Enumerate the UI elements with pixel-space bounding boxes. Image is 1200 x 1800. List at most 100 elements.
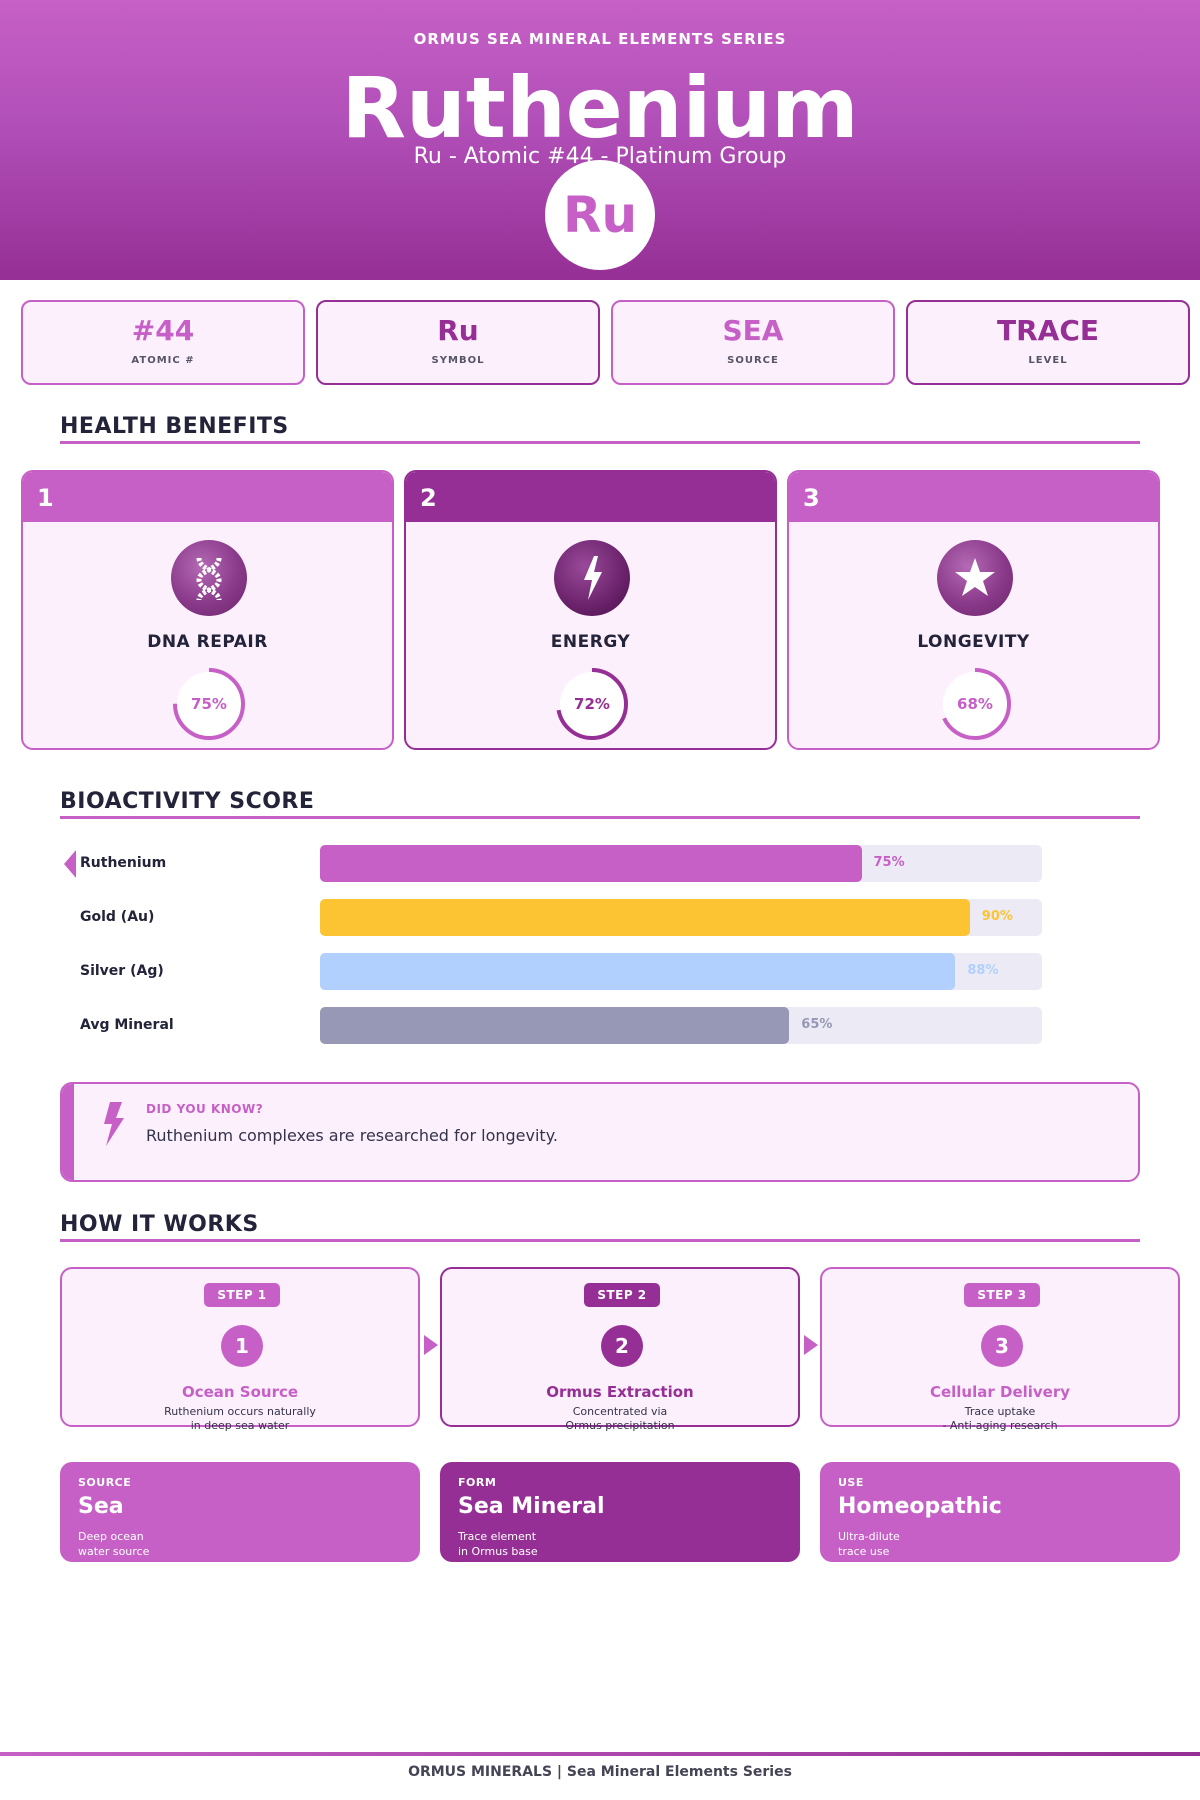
stat-label: LEVEL — [1028, 355, 1068, 366]
stat-value: SEA — [722, 314, 784, 347]
bar-row-gold: Gold (Au) 90% — [60, 899, 1060, 939]
arrow-right-icon — [424, 1335, 438, 1355]
info-desc: Trace element — [458, 1530, 537, 1543]
bar-label: Ruthenium — [80, 855, 167, 871]
step-number: 1 — [221, 1325, 263, 1367]
step-title: Ormus Extraction — [546, 1383, 694, 1401]
arrow-right-icon — [804, 1335, 818, 1355]
step-number: 3 — [981, 1325, 1023, 1367]
step-number: 2 — [601, 1325, 643, 1367]
benefit-card-energy: 2 ENERGY 72% — [404, 470, 777, 750]
step-desc: Ormus precipitation — [565, 1419, 675, 1432]
accent-bar — [62, 1084, 74, 1180]
bar-row-avg-mineral: Avg Mineral 65% — [60, 1007, 1060, 1047]
did-you-know-panel: DID YOU KNOW? Ruthenium complexes are re… — [60, 1082, 1140, 1182]
did-you-know-text: Ruthenium complexes are researched for l… — [146, 1126, 558, 1145]
benefit-number: 3 — [789, 472, 1158, 522]
info-desc: Deep ocean — [78, 1530, 144, 1543]
info-card-source: SOURCE Sea Deep ocean water source — [60, 1462, 420, 1562]
bar-label: Avg Mineral — [80, 1017, 174, 1033]
selected-pointer-icon — [64, 850, 76, 878]
stat-label: ATOMIC # — [131, 355, 195, 366]
star-icon — [937, 540, 1013, 616]
section-title: BIOACTIVITY SCORE — [60, 789, 315, 814]
benefit-number: 2 — [406, 472, 775, 522]
benefit-percent: 68% — [957, 695, 993, 713]
benefit-ring — [939, 668, 1011, 740]
series-label: ORMUS SEA MINERAL ELEMENTS SERIES — [413, 30, 787, 48]
step-title: Ocean Source — [181, 1383, 299, 1401]
info-value: Homeopathic — [838, 1494, 1002, 1519]
info-kicker: SOURCE — [78, 1476, 132, 1489]
stat-card-atomic: #44 ATOMIC # — [21, 300, 305, 385]
bar-fill — [320, 1007, 790, 1044]
benefit-number: 1 — [23, 472, 392, 522]
info-card-use: USE Homeopathic Ultra-dilute trace use — [820, 1462, 1180, 1562]
bar-track — [320, 899, 1042, 936]
benefit-percent: 72% — [574, 695, 610, 713]
stat-card-level: TRACE LEVEL — [906, 300, 1190, 385]
section-title: HEALTH BENEFITS — [60, 414, 289, 439]
bar-value: 75% — [873, 855, 905, 870]
bar-label: Silver (Ag) — [80, 963, 164, 979]
footer-text: ORMUS MINERALS | Sea Mineral Elements Se… — [408, 1764, 792, 1780]
section-bioactivity: BIOACTIVITY SCORE — [60, 789, 1140, 819]
benefit-card-longevity: 3 LONGEVITY 68% — [787, 470, 1160, 750]
step-desc: Trace uptake — [964, 1405, 1036, 1418]
dna-icon — [171, 540, 247, 616]
info-desc: trace use — [838, 1545, 890, 1558]
bar-row-silver: Silver (Ag) 88% — [60, 953, 1060, 993]
info-kicker: USE — [838, 1476, 864, 1489]
header-banner: ORMUS SEA MINERAL ELEMENTS SERIES Ruthen… — [0, 0, 1200, 280]
benefit-name: DNA REPAIR — [147, 632, 268, 652]
step-pill: STEP 3 — [964, 1283, 1040, 1307]
step-desc: in deep sea water — [190, 1419, 290, 1432]
element-badge: Ru — [545, 160, 655, 270]
bar-fill — [320, 899, 970, 936]
bar-fill — [320, 845, 862, 882]
step-desc: - Anti-aging research — [942, 1419, 1058, 1432]
bar-track — [320, 1007, 1042, 1044]
section-health-benefits: HEALTH BENEFITS — [60, 414, 1140, 444]
step-card-1: STEP 1 1 Ocean Source Ruthenium occurs n… — [60, 1267, 420, 1432]
step-pill: STEP 1 — [204, 1283, 280, 1307]
benefit-ring — [173, 668, 245, 740]
footer-divider — [0, 1752, 1200, 1756]
bar-value: 88% — [967, 963, 999, 978]
stat-value: Ru — [437, 314, 479, 347]
bar-track — [320, 845, 1042, 882]
step-desc: Ruthenium occurs naturally — [164, 1405, 316, 1418]
bar-value: 65% — [801, 1017, 833, 1032]
stat-value: TRACE — [996, 314, 1099, 347]
info-desc: Ultra-dilute — [838, 1530, 900, 1543]
stat-label: SOURCE — [727, 355, 779, 366]
step-title: Cellular Delivery — [929, 1383, 1071, 1401]
step-desc: Concentrated via — [572, 1405, 668, 1418]
step-pill: STEP 2 — [584, 1283, 660, 1307]
benefit-card-dna-repair: 1 DNA REPAIR 75% — [21, 470, 394, 750]
stat-card-source: SEA SOURCE — [611, 300, 895, 385]
bar-fill — [320, 953, 956, 990]
lightning-icon — [554, 540, 630, 616]
page-title: Ruthenium — [341, 59, 859, 157]
lightning-icon — [102, 1102, 126, 1150]
stat-card-symbol: Ru SYMBOL — [316, 300, 600, 385]
bar-track — [320, 953, 1042, 990]
stat-label: SYMBOL — [431, 355, 485, 366]
info-desc: in Ormus base — [458, 1545, 538, 1558]
step-card-3: STEP 3 3 Cellular Delivery Trace uptake … — [820, 1267, 1180, 1432]
info-card-form: FORM Sea Mineral Trace element in Ormus … — [440, 1462, 800, 1562]
benefit-ring — [556, 668, 628, 740]
section-how-it-works: HOW IT WORKS — [60, 1212, 1140, 1242]
bar-row-ruthenium: Ruthenium 75% — [60, 845, 1060, 885]
info-desc: water source — [78, 1545, 150, 1558]
stat-value: #44 — [131, 314, 195, 347]
info-kicker: FORM — [458, 1476, 497, 1489]
did-you-know-kicker: DID YOU KNOW? — [146, 1102, 264, 1116]
benefit-name: ENERGY — [550, 632, 631, 652]
benefit-percent: 75% — [191, 695, 227, 713]
bar-label: Gold (Au) — [80, 909, 155, 925]
section-title: HOW IT WORKS — [60, 1212, 259, 1237]
step-card-2: STEP 2 2 Ormus Extraction Concentrated v… — [440, 1267, 800, 1432]
info-value: Sea Mineral — [458, 1494, 605, 1519]
